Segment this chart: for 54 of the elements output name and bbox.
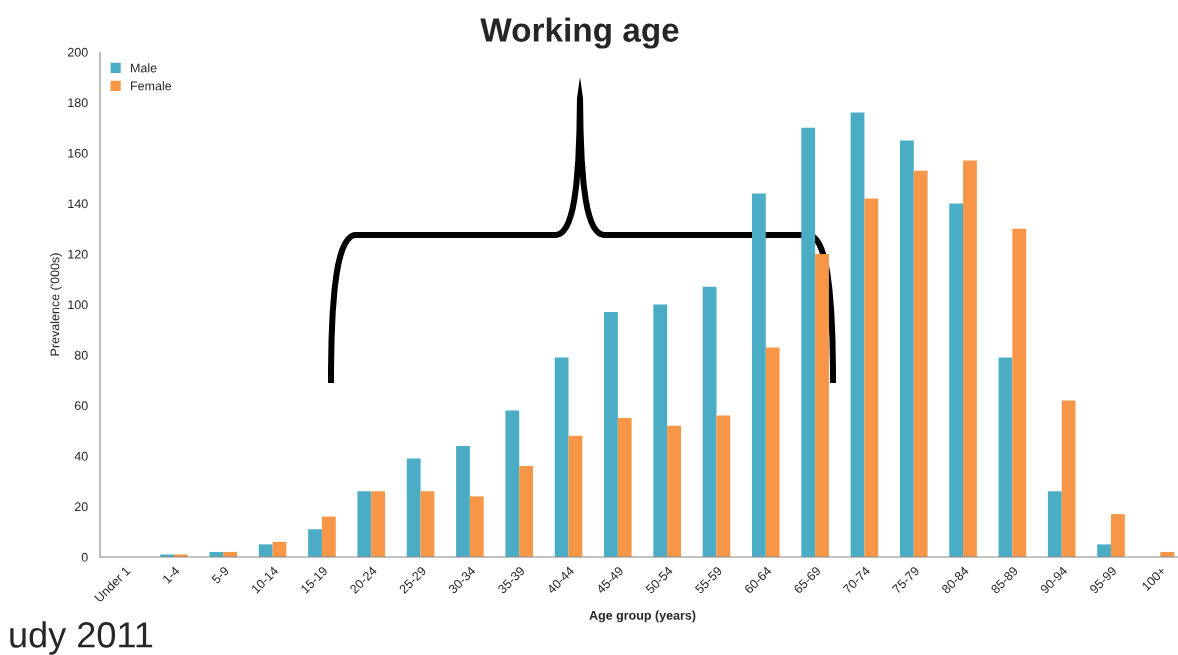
x-tick-label: 5-9 bbox=[211, 565, 230, 585]
bar bbox=[864, 198, 879, 557]
bar bbox=[998, 357, 1013, 557]
bar bbox=[604, 312, 618, 557]
y-tick-label: 200 bbox=[67, 47, 88, 57]
bar bbox=[751, 193, 766, 557]
bar bbox=[1012, 228, 1027, 557]
x-axis-title: Age group (years) bbox=[589, 610, 696, 623]
x-tick-label: 1-4 bbox=[162, 565, 181, 584]
text: Working age bbox=[480, 17, 679, 49]
bar bbox=[765, 347, 780, 557]
bar bbox=[801, 127, 816, 557]
y-axis-title: Prevalence ('000s) bbox=[50, 253, 62, 356]
bar bbox=[653, 304, 668, 557]
bar bbox=[716, 415, 731, 557]
bar bbox=[1111, 514, 1125, 557]
bar bbox=[357, 491, 372, 557]
legend-label: Male bbox=[131, 63, 157, 73]
bar bbox=[963, 160, 977, 557]
y-tick-label: 160 bbox=[68, 148, 88, 158]
bar bbox=[469, 496, 484, 557]
bar bbox=[913, 170, 928, 557]
text: udy 2011 bbox=[10, 621, 153, 655]
bar bbox=[617, 418, 632, 557]
y-tick-label: 180 bbox=[68, 98, 88, 108]
y-tick-label: 80 bbox=[74, 350, 88, 360]
y-tick-label: 0 bbox=[81, 552, 88, 562]
bar bbox=[258, 544, 273, 557]
bar bbox=[667, 425, 681, 557]
bar bbox=[308, 529, 322, 557]
y-tick-label: 20 bbox=[74, 502, 88, 512]
bar bbox=[406, 458, 421, 557]
bar bbox=[321, 516, 336, 557]
bar bbox=[568, 435, 583, 557]
y-tick-label: 60 bbox=[74, 401, 88, 411]
y-tick-label: 40 bbox=[74, 451, 88, 461]
bar bbox=[519, 466, 534, 557]
y-tick-label: 140 bbox=[68, 199, 88, 209]
bar bbox=[1047, 491, 1062, 557]
y-tick-label: 120 bbox=[68, 249, 88, 259]
bar bbox=[899, 140, 914, 557]
bar bbox=[1061, 400, 1076, 557]
bar bbox=[505, 410, 520, 557]
y-tick-label: 100 bbox=[68, 300, 88, 310]
bar bbox=[1097, 544, 1112, 557]
legend-label: Female bbox=[131, 81, 172, 91]
bar bbox=[702, 286, 717, 557]
bar bbox=[554, 357, 569, 557]
bar bbox=[456, 445, 470, 557]
bar bbox=[420, 491, 435, 557]
bar bbox=[949, 203, 964, 557]
bar bbox=[815, 254, 829, 557]
bar bbox=[371, 491, 386, 557]
bar bbox=[850, 112, 865, 557]
